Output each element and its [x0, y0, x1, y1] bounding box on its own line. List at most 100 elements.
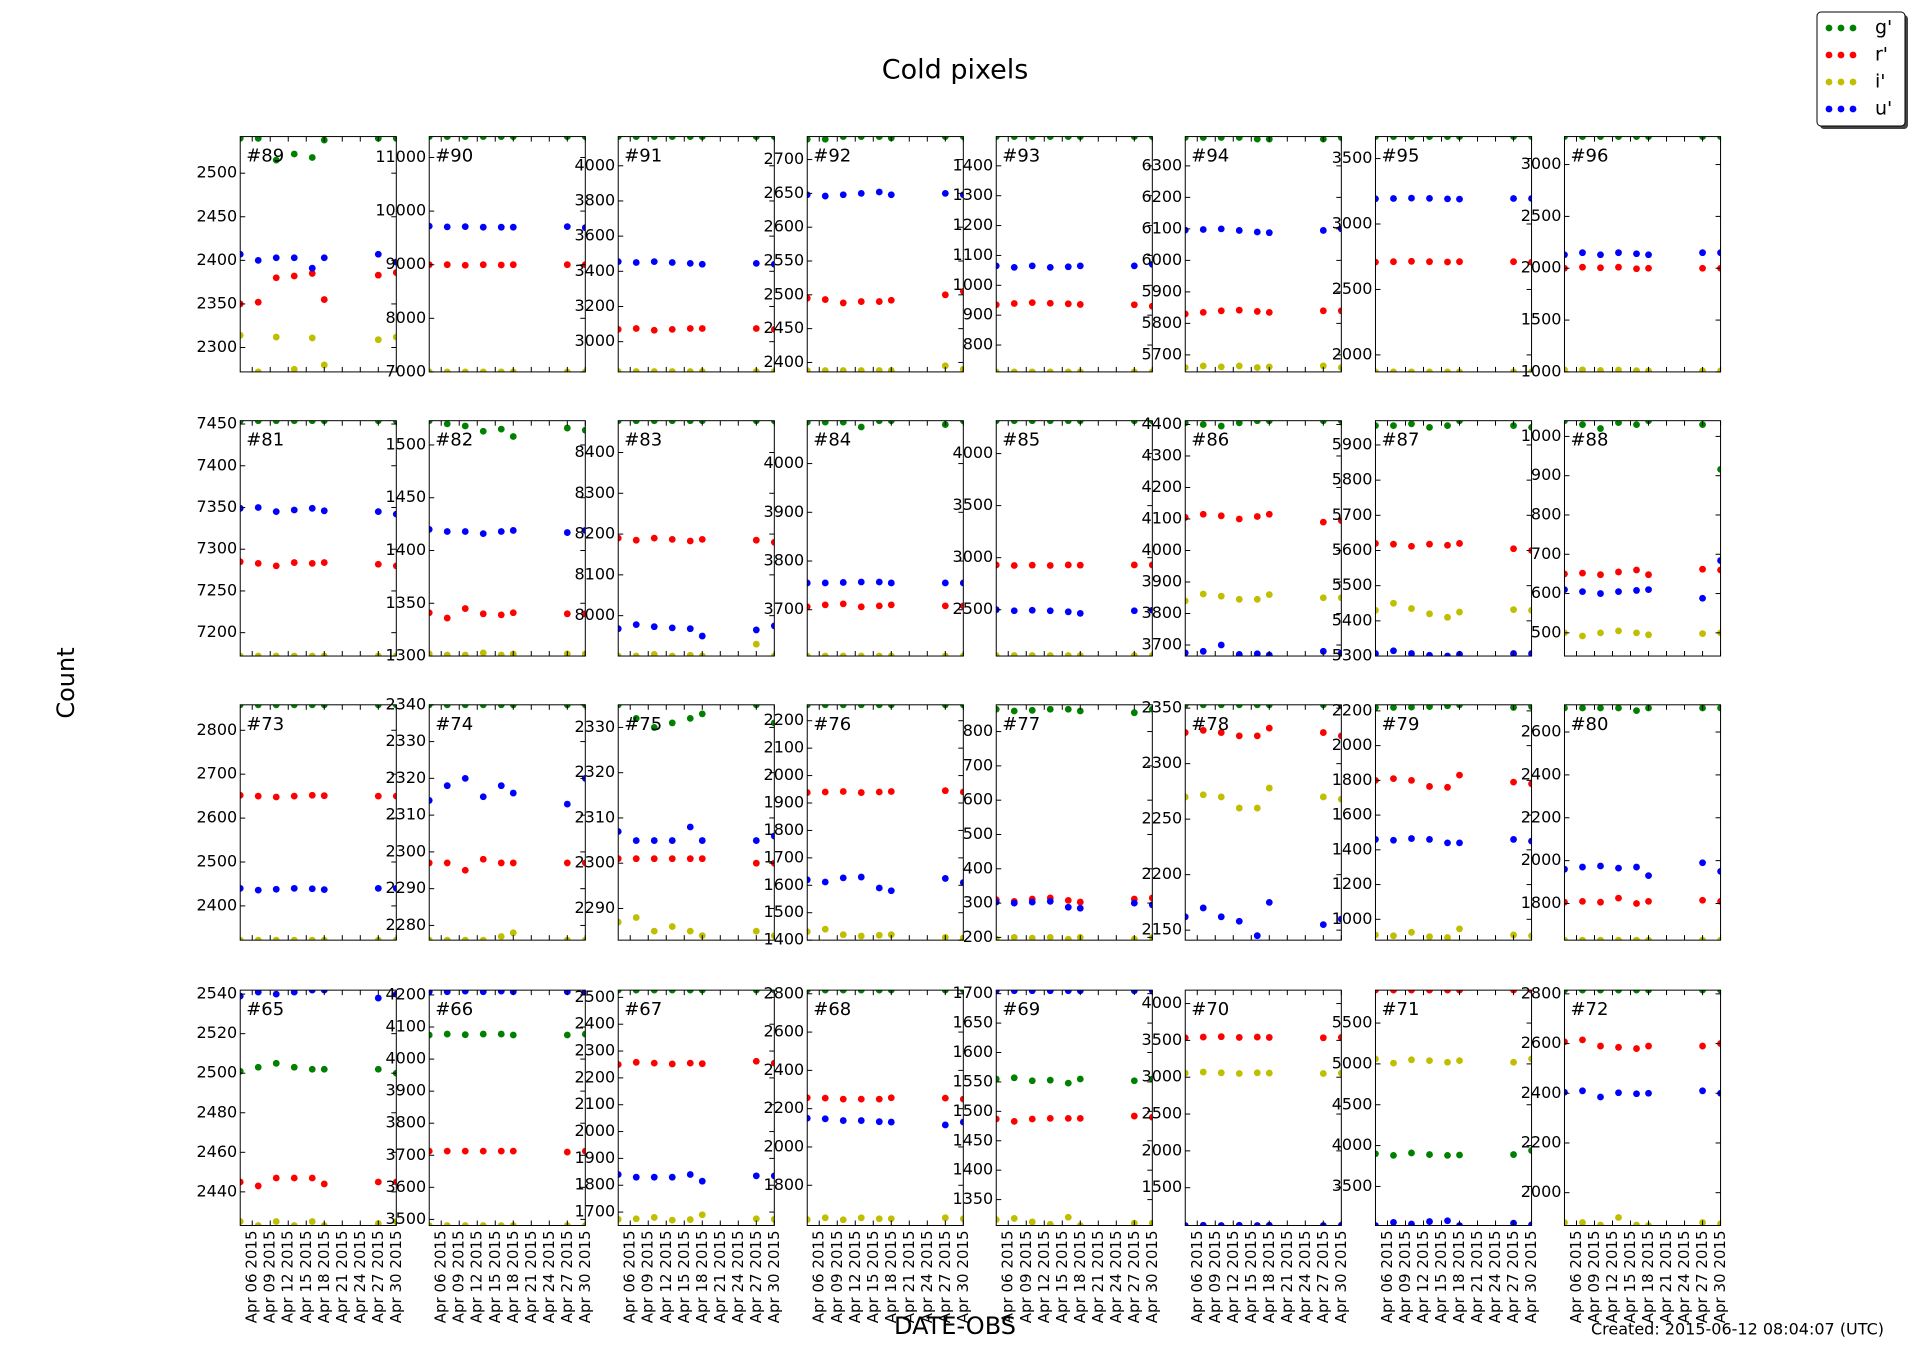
point — [272, 652, 280, 657]
point — [668, 136, 676, 140]
y-tick-label: 3500 — [1142, 1030, 1183, 1049]
point — [1510, 836, 1517, 843]
y-tick-label: 2200 — [1142, 864, 1183, 883]
point — [1199, 421, 1207, 428]
x-tick-label: Apr 21 2015 — [900, 1230, 918, 1323]
point — [1265, 591, 1273, 598]
point — [254, 559, 262, 567]
y-tick-label: 1200 — [1332, 874, 1373, 893]
point — [1645, 586, 1652, 594]
point — [1510, 1151, 1517, 1158]
legend-marker — [1837, 78, 1845, 86]
y-tick-label: 11000 — [375, 147, 426, 166]
subplot-title: #85 — [1002, 430, 1040, 451]
point — [1185, 649, 1189, 657]
frame — [1374, 704, 1533, 941]
y-tick-label: 6000 — [1142, 250, 1183, 269]
legend-marker — [1837, 105, 1845, 113]
subplot: 3700 3800 3900 4000 #84 — [764, 420, 964, 657]
point — [668, 535, 676, 543]
x-tick-label: Apr 09 2015 — [450, 1230, 468, 1323]
point — [1426, 704, 1433, 710]
subplot: 500 600 700 800 900 1000 #88 — [1521, 420, 1722, 657]
point — [563, 859, 571, 867]
point — [563, 261, 571, 269]
point — [497, 425, 505, 433]
point — [1185, 1069, 1189, 1077]
point — [461, 704, 469, 709]
point — [443, 782, 451, 790]
point — [632, 714, 640, 722]
point — [497, 990, 505, 995]
point — [821, 420, 829, 426]
x-tick-label: Apr 15 2015 — [1053, 1230, 1071, 1323]
point — [1633, 1090, 1640, 1098]
y-tick-label: 2000 — [575, 1121, 616, 1140]
point — [1579, 936, 1586, 941]
subplot: 1800 2000 2200 2400 2600 #80 — [1521, 704, 1722, 941]
plot-area — [1564, 704, 1721, 941]
y-tick-label: 3700 — [386, 1145, 427, 1164]
plot-area — [807, 420, 964, 657]
point — [1528, 1221, 1532, 1226]
point — [1444, 1217, 1451, 1225]
point — [1076, 262, 1084, 270]
points — [1564, 704, 1721, 941]
point — [290, 254, 298, 262]
y-tick-label: 2500 — [953, 599, 994, 618]
point — [1633, 421, 1640, 429]
y-tick-label: 8200 — [575, 524, 616, 543]
y-tick-label: 1800 — [764, 1175, 805, 1194]
x-tick-label: Apr 15 2015 — [1432, 1230, 1450, 1323]
point — [479, 1222, 487, 1226]
y-tick-label: 800 — [1531, 504, 1562, 523]
point — [479, 704, 487, 709]
point — [1528, 258, 1532, 266]
point — [941, 1214, 949, 1222]
frame — [617, 989, 775, 1226]
point — [1046, 607, 1054, 615]
point — [272, 254, 280, 262]
point — [1148, 606, 1153, 614]
point — [1645, 264, 1652, 272]
point — [1408, 136, 1415, 140]
point — [1633, 990, 1640, 994]
point — [839, 1095, 847, 1103]
point — [686, 990, 694, 994]
y-tick-label: 2290 — [575, 898, 616, 917]
point — [443, 136, 451, 140]
x-tick-label: Apr 12 2015 — [1035, 1230, 1053, 1323]
point — [1185, 136, 1189, 141]
point — [875, 1095, 883, 1103]
point — [1028, 652, 1036, 657]
point — [497, 1147, 505, 1155]
point — [461, 368, 469, 372]
x-tick-label: Apr 06 2015 — [999, 1230, 1017, 1323]
y-tick-label: 5800 — [1332, 470, 1373, 489]
point — [1528, 136, 1532, 140]
point — [479, 530, 487, 538]
y-tick-label: 5700 — [1332, 505, 1373, 524]
point — [1265, 229, 1273, 237]
point — [290, 559, 298, 566]
legend-marker — [1825, 24, 1833, 32]
point — [392, 510, 397, 518]
point — [290, 704, 298, 709]
point — [581, 859, 586, 867]
point — [1064, 652, 1072, 657]
y-tick-label: 2500 — [1332, 279, 1373, 298]
point — [1130, 899, 1138, 907]
point — [752, 536, 760, 544]
point — [1064, 608, 1072, 616]
point — [1217, 225, 1225, 233]
point — [1390, 195, 1397, 202]
point — [272, 1059, 280, 1067]
point — [509, 609, 517, 617]
x-tick-label: Apr 24 2015 — [351, 1230, 369, 1323]
y-tick-label: 800 — [963, 335, 994, 354]
point — [1597, 936, 1604, 941]
point — [1046, 897, 1054, 905]
point — [996, 1075, 1000, 1083]
point — [1235, 704, 1243, 709]
point — [1717, 704, 1721, 712]
